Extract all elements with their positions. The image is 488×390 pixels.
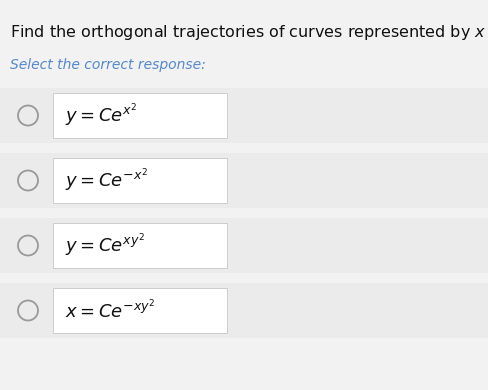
Text: $y = Ce^{xy^2}$: $y = Ce^{xy^2}$ [65,232,144,259]
FancyBboxPatch shape [53,158,226,203]
FancyBboxPatch shape [0,283,488,338]
FancyBboxPatch shape [53,223,226,268]
Text: $y = Ce^{-x^2}$: $y = Ce^{-x^2}$ [65,167,148,194]
Text: Find the orthogonal trajectories of curves represented by $x = Ce^{y^2}$: Find the orthogonal trajectories of curv… [10,18,488,44]
Text: Select the correct response:: Select the correct response: [10,58,205,72]
Text: $y = Ce^{x^2}$: $y = Ce^{x^2}$ [65,102,137,129]
FancyBboxPatch shape [0,153,488,208]
FancyBboxPatch shape [0,88,488,143]
FancyBboxPatch shape [53,93,226,138]
FancyBboxPatch shape [53,288,226,333]
Text: $x = Ce^{-xy^2}$: $x = Ce^{-xy^2}$ [65,299,155,322]
FancyBboxPatch shape [0,218,488,273]
